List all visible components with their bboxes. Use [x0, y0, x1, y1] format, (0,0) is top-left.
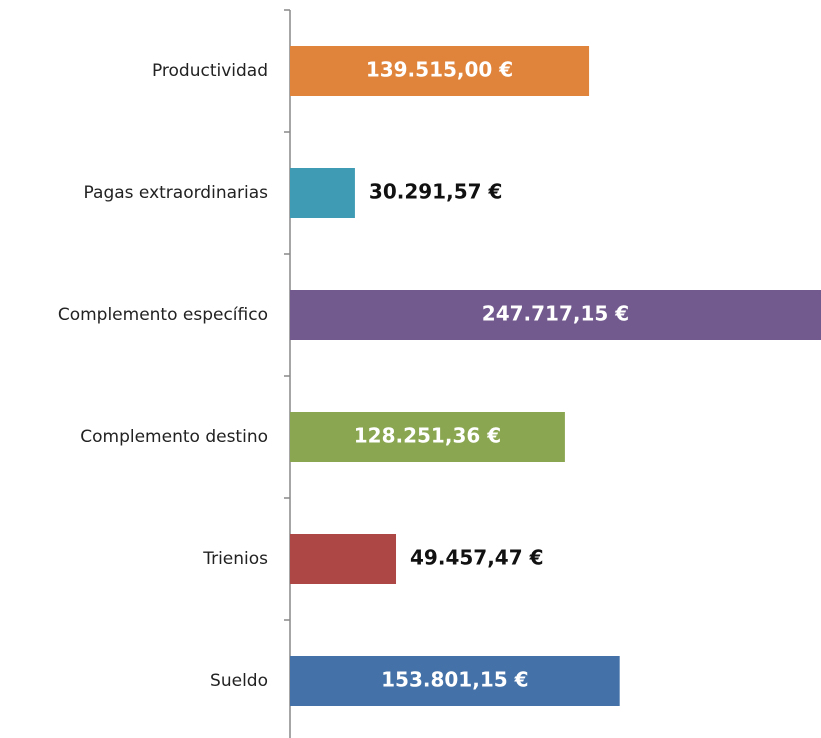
category-label: Complemento destino — [80, 427, 268, 447]
category-label: Pagas extraordinarias — [84, 183, 269, 203]
bar — [290, 46, 590, 96]
value-label: 153.801,15 € — [381, 668, 528, 692]
value-label: 30.291,57 € — [369, 180, 503, 204]
bar — [290, 290, 821, 340]
category-label: Sueldo — [210, 671, 268, 691]
value-label: 49.457,47 € — [410, 546, 544, 570]
bar — [290, 412, 565, 462]
category-label: Trienios — [202, 549, 268, 569]
value-label: 139.515,00 € — [366, 58, 513, 82]
bar — [290, 534, 397, 584]
value-label: 247.717,15 € — [482, 302, 629, 326]
bar — [290, 168, 355, 218]
value-label: 128.251,36 € — [354, 424, 501, 448]
category-label: Productividad — [152, 61, 268, 81]
category-label: Complemento específico — [58, 305, 268, 325]
bar — [290, 656, 620, 706]
